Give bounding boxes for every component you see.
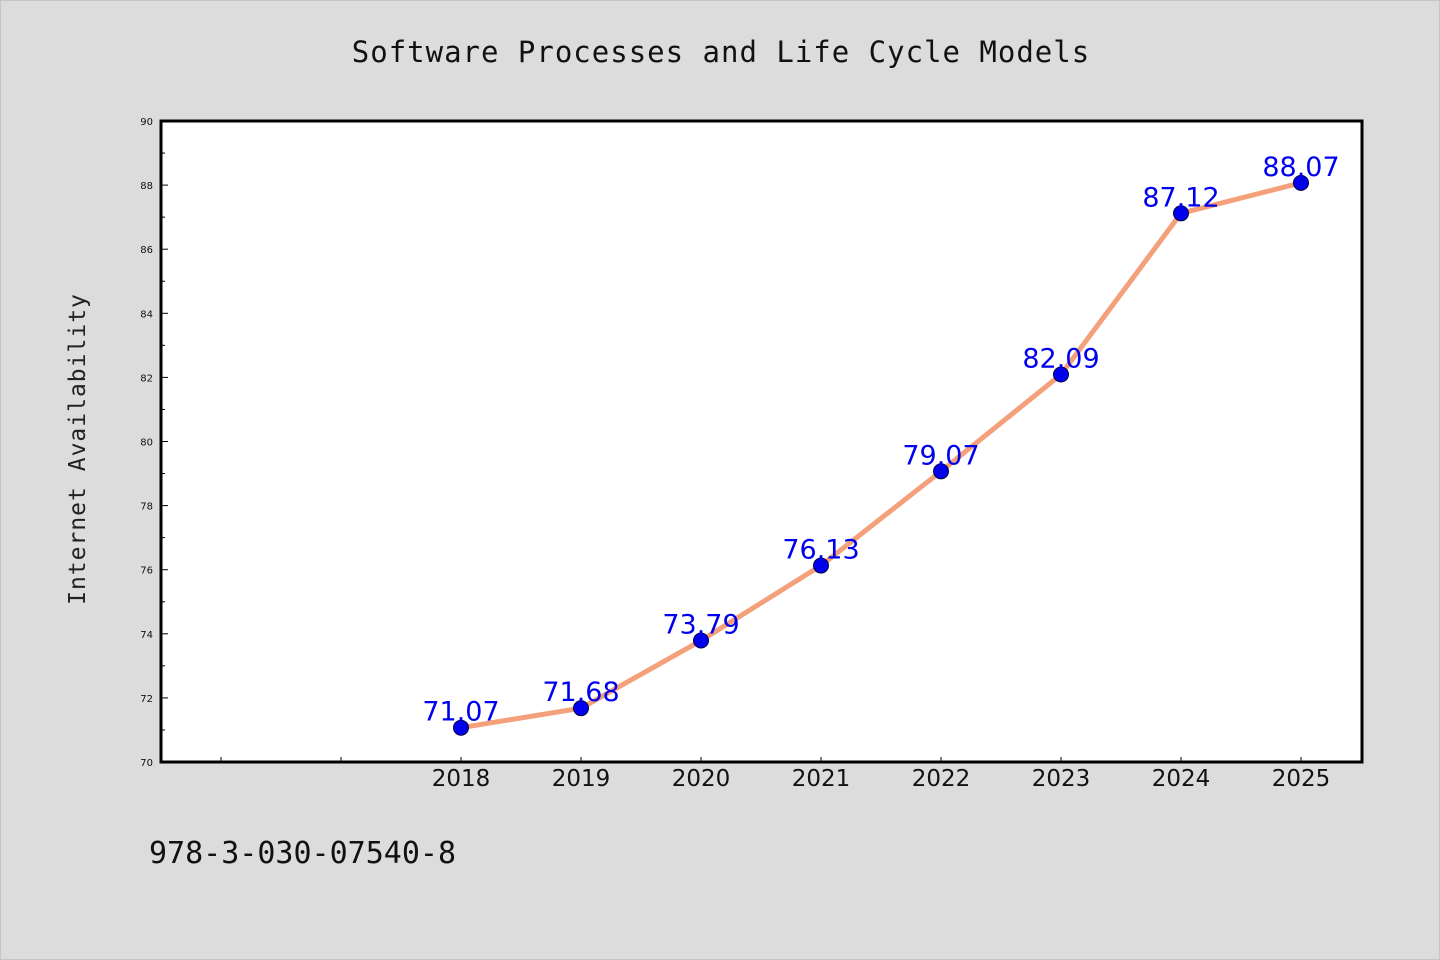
y-tick-label: 70	[140, 758, 153, 769]
data-point	[1293, 174, 1309, 191]
data-point	[693, 632, 709, 649]
x-tick-label: 2019	[552, 766, 611, 792]
isbn-code: 978-3-030-07540-8	[149, 836, 457, 871]
y-tick-label: 78	[140, 502, 153, 513]
data-label: 71.07	[422, 697, 499, 728]
x-tick-label: 2024	[1152, 766, 1211, 792]
x-tick-label: 2021	[792, 766, 851, 792]
x-axis-ticks: 2018 2019 2020 2021 2022 2023 2024 2025	[220, 757, 1331, 792]
data-label: 87.12	[1142, 182, 1219, 213]
y-tick-label: 84	[140, 309, 153, 320]
data-label: 71.68	[542, 677, 619, 708]
chart-title: Software Processes and Life Cycle Models	[351, 35, 1091, 69]
series-layer	[453, 174, 1309, 736]
y-tick-label: 72	[140, 694, 153, 705]
data-point	[1053, 366, 1069, 383]
data-point	[813, 557, 829, 574]
y-tick-label: 82	[140, 373, 153, 384]
data-label: 79.07	[902, 440, 979, 471]
x-tick-label: 2023	[1032, 766, 1091, 792]
y-tick-label: 88	[140, 181, 153, 192]
data-point	[573, 700, 589, 717]
data-label: 73.79	[662, 610, 739, 641]
y-tick-label: 76	[140, 566, 153, 577]
x-tick-label: 2022	[912, 766, 971, 792]
data-point	[1173, 205, 1189, 222]
data-label: 82.09	[1022, 344, 1099, 375]
data-point	[933, 463, 949, 480]
y-tick-label: 74	[140, 630, 153, 641]
x-tick-label: 2018	[432, 766, 491, 792]
data-label: 76.13	[782, 535, 859, 566]
x-tick-label: 2020	[672, 766, 731, 792]
data-labels-layer: 71.07 71.68 73.79 76.13 79.07 82.09 87.12 88.07	[422, 152, 1339, 728]
y-tick-label: 86	[140, 245, 153, 256]
x-tick-label: 2025	[1272, 766, 1331, 792]
data-label: 88.07	[1262, 152, 1339, 183]
series-line	[458, 180, 1304, 731]
y-axis-ticks: 70 72 74 76 78 80 82 84 86 88 90	[140, 117, 168, 769]
y-tick-label: 80	[140, 438, 153, 449]
data-point	[453, 719, 469, 736]
plot-area	[159, 119, 1364, 764]
y-tick-label: 90	[140, 117, 153, 128]
